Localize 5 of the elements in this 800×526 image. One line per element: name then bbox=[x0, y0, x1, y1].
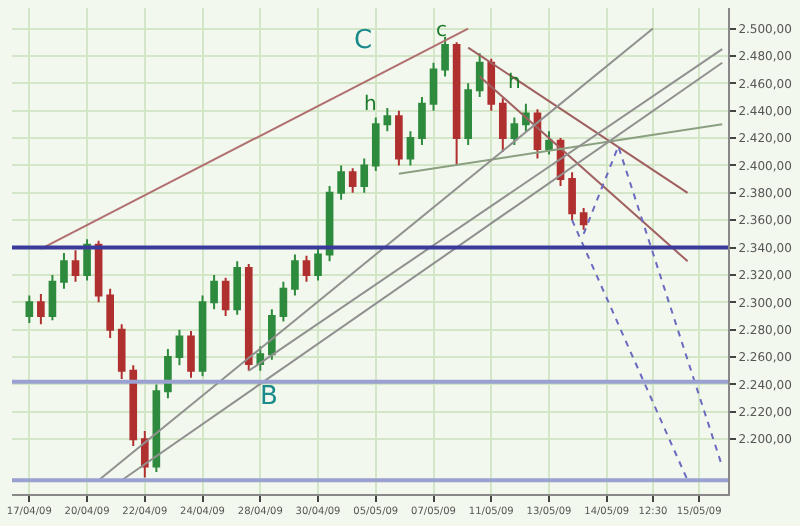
annotation: B bbox=[260, 382, 278, 412]
annotation: C bbox=[354, 26, 373, 56]
annotation: h bbox=[508, 72, 521, 94]
annotation: c bbox=[436, 20, 447, 42]
annotation: h bbox=[364, 94, 377, 116]
